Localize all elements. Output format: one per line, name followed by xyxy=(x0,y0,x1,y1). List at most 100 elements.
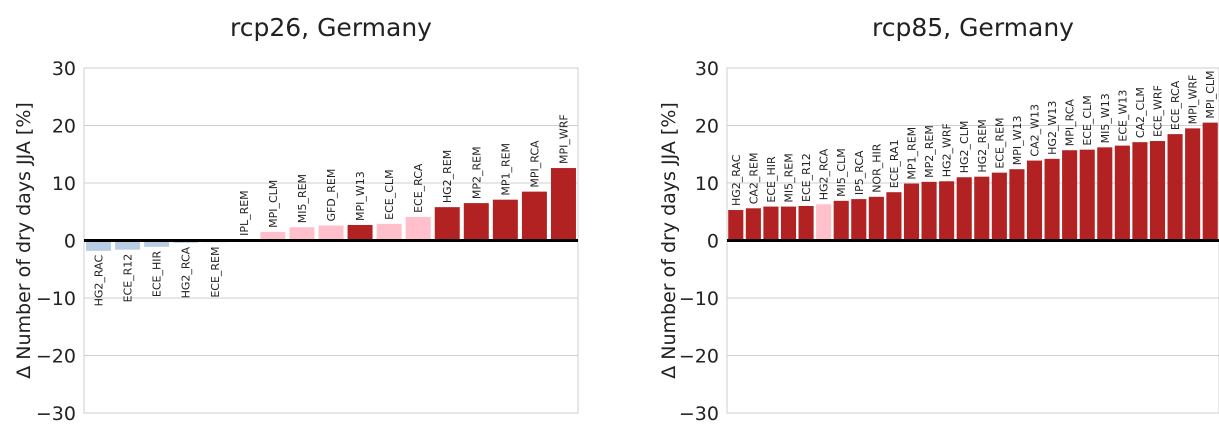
bar xyxy=(434,207,460,241)
bar xyxy=(1062,150,1078,241)
y-tick-label: 20 xyxy=(52,116,76,138)
bar xyxy=(318,225,344,241)
bar xyxy=(347,224,373,241)
bar-label: ECE_W13 xyxy=(1116,90,1129,142)
bar xyxy=(728,210,744,241)
bar-label: HG2_WRF xyxy=(941,123,954,177)
bar xyxy=(463,203,489,241)
bar-label: MPI_W13 xyxy=(1011,115,1024,165)
bar xyxy=(289,227,315,241)
bar xyxy=(550,168,576,241)
bar-label: ECE_CLM xyxy=(383,169,396,219)
bar xyxy=(798,206,814,241)
bar-label: HG2_W13 xyxy=(1046,101,1059,155)
bar xyxy=(260,231,286,241)
bar xyxy=(1044,158,1060,241)
y-tick-label: 0 xyxy=(64,231,76,253)
y-tick-label: 20 xyxy=(695,116,719,138)
bar-label: HG2_RAC xyxy=(93,255,106,307)
bar xyxy=(1132,142,1148,241)
bar xyxy=(1149,141,1166,241)
bar xyxy=(886,192,902,241)
bar xyxy=(991,172,1007,241)
bar xyxy=(903,183,920,241)
bar-label: MPI_RCA xyxy=(1064,99,1077,147)
chart-title: rcp85, Germany xyxy=(872,13,1074,42)
bar-label: MPI_CLM xyxy=(267,180,280,228)
bar xyxy=(780,206,797,241)
bar-label: MPI_CLM xyxy=(1204,70,1217,118)
y-tick-label: −30 xyxy=(679,403,719,424)
bar-label: CA2_REM xyxy=(747,153,760,205)
y-tick-label: 30 xyxy=(52,58,76,80)
bar-label: MI5_REM xyxy=(783,153,796,202)
bar-label: ECE_RA1 xyxy=(888,139,901,188)
bar-label: MPI_WRF xyxy=(1187,75,1200,125)
y-axis-label: Δ Number of dry days JJA [%] xyxy=(13,102,35,379)
bar xyxy=(1009,169,1025,241)
bar-label: MI5_W13 xyxy=(1099,93,1112,143)
bar xyxy=(816,204,832,241)
y-tick-label: −10 xyxy=(36,288,76,310)
bar xyxy=(492,199,518,241)
bar-label: MP2_REM xyxy=(923,125,936,178)
bar xyxy=(1114,145,1130,241)
bar-label: ECE_REM xyxy=(209,247,222,298)
bar-label: MPI_RCA xyxy=(528,140,541,188)
y-axis-label: Δ Number of dry days JJA [%] xyxy=(658,102,680,379)
bar xyxy=(115,240,141,250)
bar xyxy=(851,199,867,241)
bar xyxy=(1202,122,1218,241)
bar-label: ECE_R12 xyxy=(800,153,813,202)
bar-label: MPI_WRF xyxy=(557,114,570,164)
y-tick-label: −30 xyxy=(36,403,76,424)
bar xyxy=(745,208,761,241)
bar-label: ECE_HIR xyxy=(765,156,778,203)
bar xyxy=(405,216,431,241)
bar-label: ECE_RCA xyxy=(412,163,425,213)
bar-label: CA2_CLM xyxy=(1134,87,1147,138)
bar-label: NOR_HIR xyxy=(870,143,883,193)
bar xyxy=(376,223,402,241)
chart-title: rcp26, Germany xyxy=(230,13,432,42)
bar-label: ECE_HIR xyxy=(151,250,164,297)
y-tick-label: −20 xyxy=(36,346,76,368)
bar-label: ECE_CLM xyxy=(1081,95,1094,145)
bar-label: HG2_REM xyxy=(441,150,454,203)
bar-label: MI5_REM xyxy=(296,174,309,223)
bar-label: HG2_REM xyxy=(976,119,989,172)
bar xyxy=(1167,134,1183,241)
bar xyxy=(1079,149,1095,241)
bar-label: IP5_RCA xyxy=(853,150,866,195)
bar-label: MP2_REM xyxy=(470,146,483,199)
y-tick-label: 10 xyxy=(695,173,719,195)
y-tick-label: 0 xyxy=(707,231,719,253)
y-tick-label: −10 xyxy=(679,288,719,310)
bar xyxy=(939,181,955,241)
y-tick-label: −20 xyxy=(679,346,719,368)
bar-label: MP1_REM xyxy=(906,127,919,180)
bar xyxy=(1097,147,1113,241)
bar-label: ECE_WRF xyxy=(1152,85,1165,137)
bar xyxy=(921,181,937,241)
bar-label: MI5_CLM xyxy=(835,148,848,197)
bar xyxy=(1185,128,1201,241)
bar xyxy=(833,200,849,241)
bar-label: HG2_RCA xyxy=(818,148,831,200)
bar-label: MP1_REM xyxy=(499,143,512,196)
bar-label: CA2_W13 xyxy=(1029,104,1042,157)
bar-label: ECE_REM xyxy=(993,117,1006,168)
bar-label: IPL_REM xyxy=(238,190,251,236)
bar-label: HG2_RAC xyxy=(730,154,743,206)
chart-rcp85: −30 −20 −10 0 10 20 30 HG2_RAC CA2_REM ECE_HIR MI5… xyxy=(658,13,1219,424)
bar-label: ECE_R12 xyxy=(122,254,135,303)
bar-label: ECE_RCA xyxy=(1169,80,1182,130)
bar-label: HG2_RCA xyxy=(180,246,193,298)
bar xyxy=(521,191,547,241)
y-tick-label: 10 xyxy=(52,173,76,195)
bar xyxy=(974,176,990,241)
bar xyxy=(763,206,779,241)
bar xyxy=(868,196,884,241)
bar xyxy=(956,177,972,241)
